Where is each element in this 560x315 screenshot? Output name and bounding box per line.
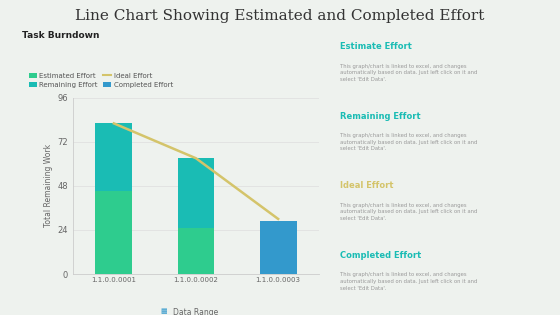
Y-axis label: Total Remaining Work: Total Remaining Work (44, 144, 53, 227)
Bar (178, 228, 214, 274)
Text: Completed Effort: Completed Effort (340, 251, 422, 260)
Legend: Estimated Effort, Remaining Effort, Ideal Effort, Completed Effort: Estimated Effort, Remaining Effort, Idea… (26, 70, 176, 91)
Text: This graph/chart is linked to excel, and changes
automatically based on data. Ju: This graph/chart is linked to excel, and… (340, 133, 478, 152)
Text: ▦: ▦ (161, 307, 167, 313)
Bar (95, 191, 132, 274)
Text: Line Chart Showing Estimated and Completed Effort: Line Chart Showing Estimated and Complet… (75, 9, 485, 23)
Bar (260, 221, 297, 274)
Text: Ideal Effort: Ideal Effort (340, 181, 394, 191)
Text: Task Burndown: Task Burndown (22, 32, 100, 41)
Text: This graph/chart is linked to excel, and changes
automatically based on data. Ju: This graph/chart is linked to excel, and… (340, 203, 478, 221)
Text: Estimate Effort: Estimate Effort (340, 42, 412, 51)
Text: This graph/chart is linked to excel, and changes
automatically based on data. Ju: This graph/chart is linked to excel, and… (340, 64, 478, 82)
Text: Remaining Effort: Remaining Effort (340, 112, 421, 121)
Text: This graph/chart is linked to excel, and changes
automatically based on data. Ju: This graph/chart is linked to excel, and… (340, 272, 478, 291)
Text: Data Range: Data Range (174, 307, 218, 315)
Bar (95, 123, 132, 191)
Bar (178, 158, 214, 228)
